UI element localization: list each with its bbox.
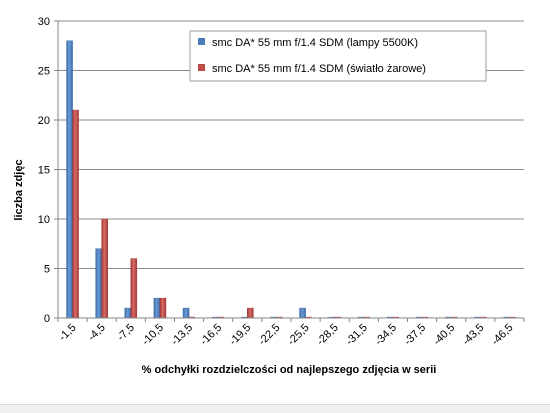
x-tick-label: -43,5 bbox=[460, 322, 486, 348]
bar-series-1 bbox=[299, 307, 306, 319]
bar-series-2 bbox=[509, 316, 516, 318]
axes bbox=[54, 20, 525, 322]
bar-series-1 bbox=[474, 316, 481, 318]
y-tick-label: 0 bbox=[44, 313, 50, 325]
bar-series-1 bbox=[241, 316, 248, 318]
bar-series-2 bbox=[392, 316, 399, 318]
x-tick-label: -16,5 bbox=[198, 322, 224, 348]
bar-series-1 bbox=[212, 316, 219, 318]
x-tick-label: -46,5 bbox=[489, 322, 515, 348]
bar-series-1 bbox=[95, 248, 102, 319]
bar-series-1 bbox=[124, 307, 132, 319]
bar-series-1 bbox=[445, 316, 452, 318]
bar-series-1 bbox=[416, 316, 423, 318]
x-tick-label: -31,5 bbox=[344, 322, 370, 348]
x-tick-label: -10,5 bbox=[140, 322, 166, 348]
bar-series-1 bbox=[386, 316, 393, 318]
bar-series-1 bbox=[270, 316, 277, 318]
x-tick-label: -37,5 bbox=[402, 322, 428, 348]
bar-series-2 bbox=[159, 297, 167, 319]
bar-series-2 bbox=[305, 316, 312, 318]
x-tick-label: -28,5 bbox=[315, 322, 341, 348]
x-tick-label: -19,5 bbox=[227, 322, 253, 348]
bar-series-2 bbox=[363, 316, 370, 318]
bar-series-1 bbox=[66, 40, 73, 319]
x-tick-label: -34,5 bbox=[373, 322, 399, 348]
y-tick-label: 25 bbox=[38, 66, 50, 78]
y-tick-label: 10 bbox=[38, 214, 50, 226]
x-tick-label: -7,5 bbox=[115, 322, 137, 344]
bars bbox=[66, 40, 516, 319]
bar-series-1 bbox=[503, 316, 510, 318]
bar-series-2 bbox=[334, 316, 341, 318]
x-tick-label: -40,5 bbox=[431, 322, 457, 348]
x-axis-title: % odchyłki rozdzielczości od najlepszego… bbox=[142, 364, 437, 376]
bar-series-2 bbox=[101, 218, 108, 319]
x-tick-label: -22,5 bbox=[256, 322, 282, 348]
y-tick-label: 5 bbox=[44, 264, 50, 276]
legend: smc DA* 55 mm f/1.4 SDM (lampy 5500K) sm… bbox=[189, 30, 487, 82]
bar-series-2 bbox=[218, 316, 225, 318]
x-tick-label: -1,5 bbox=[57, 322, 79, 344]
legend-label-series-1: smc DA* 55 mm f/1.4 SDM (lampy 5500K) bbox=[212, 37, 418, 49]
y-axis-title: liczba zdjęc bbox=[13, 159, 25, 220]
legend-swatch-series-2 bbox=[198, 64, 205, 71]
bar-series-2 bbox=[276, 316, 283, 318]
y-tick-label: 30 bbox=[38, 16, 50, 28]
legend-label-series-2: smc DA* 55 mm f/1.4 SDM (światło żarowe) bbox=[212, 63, 426, 75]
bar-series-1 bbox=[182, 307, 190, 319]
x-tick-label: -25,5 bbox=[285, 322, 311, 348]
bar-series-2 bbox=[72, 109, 79, 319]
y-tick-label: 20 bbox=[38, 115, 50, 127]
legend-box bbox=[189, 30, 487, 82]
bar-series-2 bbox=[247, 307, 254, 319]
bottom-border bbox=[0, 404, 550, 413]
bar-series-2 bbox=[422, 316, 429, 318]
bar-series-1 bbox=[328, 316, 335, 318]
bar-series-2 bbox=[189, 316, 196, 318]
x-tick-label: -13,5 bbox=[169, 322, 195, 348]
bar-series-1 bbox=[357, 316, 364, 318]
bar-series-1 bbox=[153, 297, 161, 319]
bar-series-2 bbox=[451, 316, 458, 318]
bar-series-2 bbox=[130, 258, 138, 319]
y-tick-label: 15 bbox=[38, 165, 50, 177]
bar-series-2 bbox=[480, 316, 487, 318]
x-tick-label: -4,5 bbox=[86, 322, 108, 344]
legend-swatch-series-1 bbox=[198, 38, 205, 45]
